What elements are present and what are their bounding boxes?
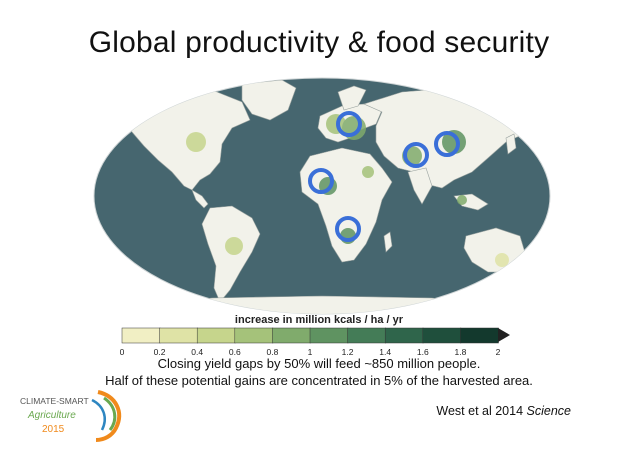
legend-swatch [196, 327, 236, 344]
legend-tick-label: 1 [308, 347, 313, 357]
citation-journal: Science [526, 404, 571, 418]
new-zealand [535, 269, 545, 289]
gap-patch [495, 253, 509, 267]
legend-swatch [460, 327, 499, 344]
colorbar-arrow [498, 328, 510, 342]
india [407, 167, 433, 205]
slide-title: Global productivity & food security [88, 26, 550, 59]
caption-line-2: Half of these potential gains are concen… [105, 373, 533, 388]
legend-swatch [422, 327, 462, 344]
legend-tick-label: 1.2 [342, 347, 354, 357]
legend-swatch [159, 327, 198, 344]
madagascar [383, 231, 393, 253]
citation: West et al 2014 Science [436, 404, 571, 418]
color-legend-bar: 0 0.2 0.4 0.6 0.8 1 1.2 1.4 1.6 1.8 2 [120, 327, 510, 357]
legend-tick-label: 0.6 [229, 347, 241, 357]
climate-smart-agriculture-logo: CLIMATE-SMART Agriculture 2015 [20, 390, 122, 442]
legend-tick-label: 0.8 [266, 347, 278, 357]
gap-patch [442, 130, 466, 154]
logo-line-1: CLIMATE-SMART [20, 396, 89, 406]
legend-swatch [309, 327, 349, 344]
hotspot-west-africa [308, 168, 334, 194]
logo-swoosh-green [103, 396, 117, 431]
logo-line-3: 2015 [42, 424, 65, 435]
legend-swatch [234, 327, 274, 344]
legend-tick-label: 1.6 [417, 347, 429, 357]
gap-patch [186, 132, 206, 152]
legend-swatch [384, 327, 424, 344]
legend-swatch [347, 327, 386, 344]
greenland [241, 79, 297, 121]
legend-swatch [121, 327, 161, 344]
hotspot-europe [336, 111, 362, 137]
legend-swatch [272, 327, 311, 344]
legend-title: increase in million kcals / ha / yr [234, 314, 404, 326]
antarctica [111, 295, 533, 314]
hotspot-markers [308, 111, 460, 242]
legend-tick-label: 2 [496, 347, 501, 357]
gap-patch [457, 195, 467, 205]
legend-tick-label: 0.4 [191, 347, 203, 357]
hotspot-east-asia [434, 131, 460, 157]
legend-tick-label: 1.4 [379, 347, 391, 357]
legend-tick-label: 0 [120, 347, 125, 357]
legend-tick-label: 1.8 [454, 347, 466, 357]
japan [505, 133, 517, 155]
gap-patch [225, 237, 243, 255]
logo-swoosh-blue [91, 398, 106, 431]
legend-tick-label: 0.2 [154, 347, 166, 357]
logo-swoosh-orange [95, 390, 122, 442]
central-america [191, 189, 209, 209]
scandinavia [337, 85, 367, 111]
logo-line-2: Agriculture [27, 410, 76, 421]
caption-line-1: Closing yield gaps by 50% will feed ~850… [157, 356, 481, 371]
gap-patch [362, 166, 374, 178]
hotspot-south-asia [403, 142, 429, 168]
world-yield-gap-map [93, 77, 551, 315]
hotspot-southern-africa [335, 216, 361, 242]
citation-main: West et al 2014 [436, 404, 527, 418]
